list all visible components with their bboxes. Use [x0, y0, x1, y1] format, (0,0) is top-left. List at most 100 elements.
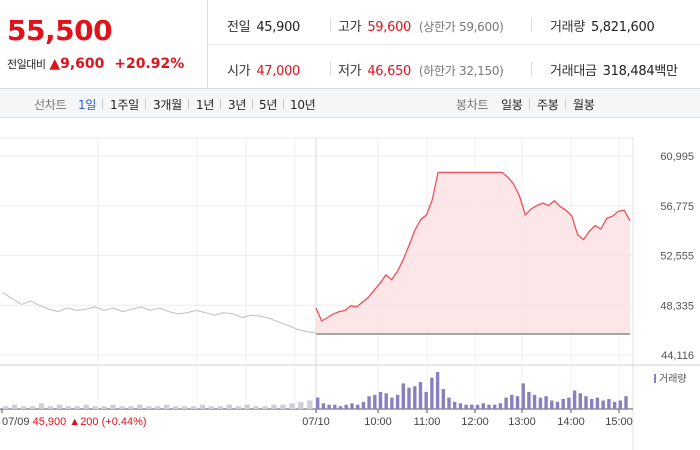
volume-bar [333, 404, 337, 409]
volume-bar [538, 397, 543, 409]
previous-volume-bar [56, 404, 63, 409]
previous-volume-bar [47, 406, 54, 409]
previous-volume-bar [217, 406, 223, 409]
volume-bar [418, 382, 423, 409]
stat-volume: 거래량 5,821,600 [550, 16, 655, 35]
y-tick-label: 52,555 [660, 251, 694, 263]
tab-1y[interactable]: 1년 [196, 98, 215, 112]
volume-bar [413, 386, 417, 409]
previous-volume-bar [172, 406, 179, 409]
divider [188, 99, 189, 109]
volume-bar [378, 391, 383, 409]
x-tick-label: 14:00 [557, 416, 585, 428]
today-area-fill [316, 172, 630, 334]
volume-bar [487, 404, 491, 409]
intraday-chart: 60,995 56,775 52,555 48,335 44,116 거래량 07/10 10… [0, 137, 700, 450]
divider [531, 18, 532, 32]
limit-label: (상한가 [418, 20, 456, 34]
previous-volume-bar [199, 404, 206, 409]
previous-volume-bar [226, 404, 232, 409]
stat-value: 59,600 [367, 20, 412, 35]
y-tick-label: 60,995 [660, 151, 694, 163]
divider [531, 62, 532, 76]
change-label: 전일대비 [7, 58, 46, 71]
previous-volume-bar [11, 404, 18, 409]
volume-bar [367, 396, 371, 409]
volume-bar [515, 396, 520, 409]
stat-value: 5,821,600 [590, 20, 655, 35]
tab-3m[interactable]: 3개월 [153, 98, 182, 112]
previous-volume-bar [92, 406, 98, 409]
tab-1d[interactable]: 1일 [78, 98, 97, 112]
x-tick-label: 13:00 [508, 416, 536, 428]
divider [565, 99, 566, 109]
y-tick-label: 48,335 [660, 300, 694, 312]
stat-label: 전일 [227, 20, 251, 35]
y-tick-label: 44,116 [661, 350, 694, 362]
previous-volume-bar [253, 406, 259, 409]
stat-label: 저가 [338, 64, 362, 79]
tab-daily[interactable]: 일봉 [501, 98, 523, 112]
volume-bar [327, 404, 331, 409]
previous-volume-bar [146, 406, 152, 409]
volume-bar [390, 397, 394, 409]
volume-bar [618, 400, 622, 409]
previous-volume-bar [307, 400, 313, 409]
previous-volume-bar [38, 403, 45, 409]
previous-volume-bar [271, 404, 277, 409]
price-summary: 55,500 전일대비 ▲9,600 +20.92% [0, 0, 208, 88]
stat-unit: 백만 [654, 64, 678, 79]
volume-bar [550, 400, 554, 409]
quote-header: 55,500 전일대비 ▲9,600 +20.92% 전일 45,900 고가 59… [0, 0, 700, 89]
volume-bar [401, 383, 405, 409]
previous-volume-bar [164, 404, 170, 409]
previous-volume-bar [280, 404, 286, 409]
volume-bar [441, 389, 445, 409]
volume-bar [510, 394, 514, 409]
volume-bar [361, 401, 366, 409]
volume-bar [544, 396, 548, 409]
divider [330, 18, 331, 32]
volume-bar [384, 393, 388, 409]
volume-bar [447, 397, 451, 409]
previous-volume-bar [155, 406, 161, 409]
volume-bar [584, 396, 588, 409]
x-tick-label: 07/10 [302, 416, 330, 428]
tab-weekly[interactable]: 주봉 [537, 98, 559, 112]
previous-volume-bar [262, 406, 268, 409]
stat-label: 고가 [338, 20, 362, 35]
stat-value: 47,000 [256, 64, 301, 79]
volume-bar [504, 397, 508, 409]
divider [330, 62, 331, 76]
current-price: 55,500 [7, 14, 113, 47]
divider [220, 99, 221, 109]
previous-volume-bar [235, 406, 241, 409]
volume-bar [316, 397, 320, 409]
volume-bar [567, 397, 571, 409]
stat-label: 시가 [227, 64, 251, 79]
volume-bar [356, 404, 360, 409]
divider [102, 99, 103, 109]
volume-bar [601, 400, 605, 409]
tab-3y[interactable]: 3년 [228, 98, 247, 112]
up-triangle-icon: ▲ [69, 416, 80, 428]
stat-low: 저가 46,650 (하한가 32,150) [338, 60, 504, 79]
x-tick-label: 07/09 [2, 416, 33, 428]
tab-10y[interactable]: 10년 [290, 98, 316, 112]
stat-high: 고가 59,600 (상한가 59,600) [338, 16, 504, 35]
volume-bar [338, 406, 343, 409]
limit-label: (하한가 [418, 64, 456, 78]
x-tick-label: 10:00 [364, 416, 392, 428]
tab-5y[interactable]: 5년 [259, 98, 278, 112]
previous-day-line [2, 292, 317, 334]
tab-1w[interactable]: 1주일 [110, 98, 139, 112]
volume-bar [555, 401, 560, 409]
previous-volume-bar [298, 401, 304, 409]
previous-volume-bar [208, 406, 215, 409]
tab-monthly[interactable]: 월봉 [573, 98, 595, 112]
today-price-line [315, 171, 631, 322]
previous-volume-bar [65, 406, 71, 409]
volume-bar [435, 372, 440, 409]
volume-bar [430, 377, 434, 409]
volume-bar [498, 403, 503, 409]
